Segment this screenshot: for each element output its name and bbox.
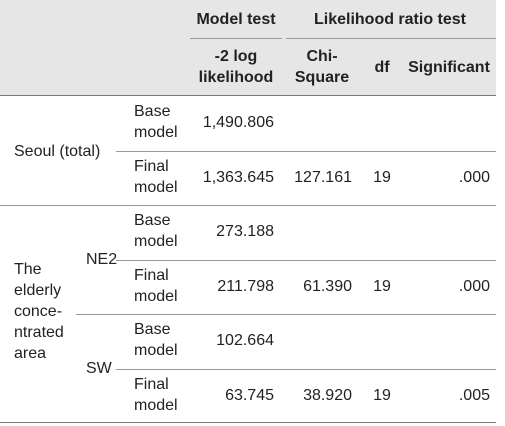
- ne2-final-chi: 61.390: [303, 278, 352, 295]
- sw-base-label-2: model: [134, 342, 178, 359]
- seoul-final-label-1: Final: [134, 158, 169, 175]
- seoul-final-sig: .000: [458, 169, 490, 186]
- ne2-final-label-1: Final: [134, 267, 169, 284]
- ne2-base-loglik: 273.188: [216, 223, 274, 240]
- neg2-log-likelihood-header-line1: -2 log: [214, 48, 258, 65]
- sw-row-divider: [116, 369, 496, 370]
- seoul-base-label-2: model: [134, 124, 178, 141]
- neg2-log-likelihood-header-line2: likelihood: [198, 69, 274, 86]
- model-test-underline: [190, 38, 282, 39]
- header-bottom-rule: [0, 95, 496, 96]
- sw-base-label-1: Base: [134, 321, 171, 338]
- subregion-divider: [76, 314, 496, 315]
- chi-square-header-line1: Chi-: [306, 48, 338, 65]
- table-header-background: [0, 0, 496, 95]
- elderly-label-line1: The: [14, 261, 42, 278]
- ne2-final-loglik: 211.798: [217, 278, 274, 295]
- ne2-base-label-2: model: [134, 233, 178, 250]
- elderly-label-line2: elderly: [14, 282, 62, 299]
- seoul-final-chi: 127.161: [294, 169, 352, 186]
- group-divider: [0, 205, 496, 206]
- elderly-label-line5: area: [14, 345, 47, 362]
- seoul-row-divider: [116, 151, 496, 152]
- elderly-label-line3: conce-: [14, 303, 63, 320]
- sw-final-chi: 38.920: [303, 387, 352, 404]
- seoul-final-label-2: model: [134, 179, 178, 196]
- sw-final-loglik: 63.745: [225, 387, 274, 404]
- ne2-base-label-1: Base: [134, 212, 171, 229]
- ne2-final-label-2: model: [134, 288, 178, 305]
- seoul-total-label: Seoul (total): [14, 143, 101, 160]
- chi-square-header-line2: Square: [294, 69, 350, 86]
- sw-label: SW: [86, 360, 112, 377]
- ne2-final-sig: .000: [458, 278, 490, 295]
- significant-header: Significant: [408, 59, 490, 76]
- ne2-row-divider: [116, 260, 496, 261]
- ne2-label: NE2: [86, 251, 118, 268]
- sw-base-loglik: 102.664: [216, 332, 274, 349]
- elderly-label-line4: ntrated: [14, 324, 64, 341]
- df-header: df: [374, 59, 390, 76]
- sw-final-sig: .005: [458, 387, 490, 404]
- likelihood-ratio-test-header: Likelihood ratio test: [313, 11, 466, 28]
- ne2-final-df: 19: [373, 278, 391, 295]
- seoul-final-df: 19: [373, 169, 391, 186]
- seoul-base-loglik: 1,490.806: [202, 114, 274, 131]
- seoul-final-loglik: 1,363.645: [202, 169, 274, 186]
- table-bottom-rule: [0, 422, 496, 423]
- sw-final-label-2: model: [134, 397, 178, 414]
- seoul-base-label-1: Base: [134, 103, 171, 120]
- model-test-header: Model test: [196, 11, 276, 28]
- likelihood-ratio-underline: [286, 38, 496, 39]
- sw-final-label-1: Final: [134, 376, 169, 393]
- sw-final-df: 19: [373, 387, 391, 404]
